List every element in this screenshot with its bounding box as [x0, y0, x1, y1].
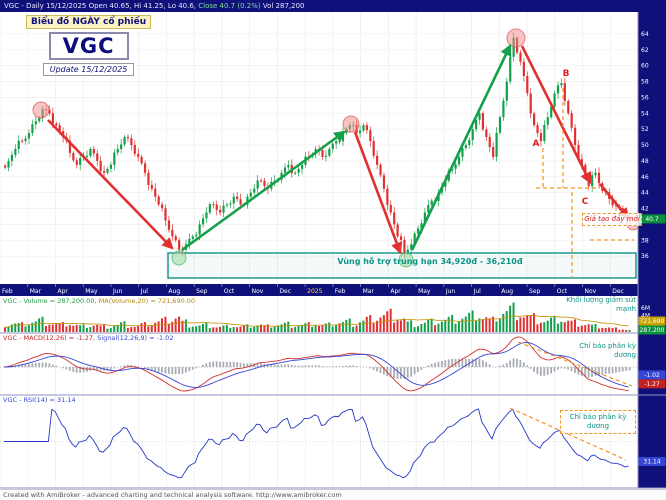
svg-text:Jul: Jul	[140, 288, 149, 295]
svg-text:Sep: Sep	[529, 288, 541, 295]
volume-ma-text: MA(Volume,20) = 721,690.00	[96, 297, 196, 305]
rsi-pane-title: VGC - RSI(14) = 31.14	[3, 396, 76, 404]
svg-text:56: 56	[641, 94, 649, 101]
svg-text:Dec: Dec	[612, 288, 624, 295]
svg-text:Jun: Jun	[445, 288, 456, 295]
svg-text:Dec: Dec	[279, 288, 291, 295]
titlebar-volume-text: Vol 287,200	[260, 2, 305, 10]
svg-text:52: 52	[641, 126, 649, 133]
svg-text:Feb: Feb	[2, 288, 13, 295]
svg-text:58: 58	[641, 79, 649, 86]
svg-text:-1.27: -1.27	[644, 381, 660, 388]
ticker-label: VGC	[48, 32, 129, 60]
titlebar-quote-text: VGC - Daily 15/12/2025 Open 40.65, Hi 41…	[4, 2, 199, 10]
svg-text:Jul: Jul	[473, 288, 482, 295]
svg-text:36: 36	[641, 253, 649, 260]
footer-credit: Created with AmiBroker - advanced charti…	[0, 489, 666, 500]
svg-text:2025: 2025	[307, 288, 322, 295]
footer-text: Created with AmiBroker - advanced charti…	[3, 491, 342, 499]
svg-text:Oct: Oct	[224, 288, 235, 295]
svg-text:Aug: Aug	[168, 288, 180, 295]
svg-text:54: 54	[641, 110, 649, 117]
svg-text:B: B	[563, 69, 570, 79]
svg-text:Aug: Aug	[501, 288, 513, 295]
svg-text:64: 64	[641, 31, 649, 38]
macd-pane-title: VGC - MACD(12,26) = -1.27, Signal(12,26,…	[3, 334, 173, 342]
volume-value-text: VGC - Volume = 287,200.00,	[3, 297, 97, 305]
svg-text:44: 44	[641, 190, 649, 197]
svg-text:721,690: 721,690	[640, 318, 665, 325]
support-zone-label: Vùng hỗ trợ trung hạn 34,920đ - 36,210đ	[337, 257, 523, 266]
chart-canvas[interactable]: A B C Feb Mar Apr May Jun Jul Aug Sep Oct Nov Dec 2025…	[0, 12, 666, 489]
svg-text:31.14: 31.14	[643, 459, 660, 466]
svg-text:Mar: Mar	[30, 288, 42, 295]
chart-headline: Biểu đồ NGÀY cổ phiếu	[26, 15, 152, 29]
svg-text:May: May	[418, 288, 431, 295]
svg-text:287,200: 287,200	[640, 327, 665, 334]
rsi-value-text: VGC - RSI(14) = 31.14	[3, 396, 76, 404]
svg-text:-1.02: -1.02	[644, 372, 660, 379]
macd-divergence-note: Chỉ báo phân kỳ dương	[579, 342, 636, 359]
svg-text:Feb: Feb	[335, 288, 346, 295]
svg-text:A: A	[533, 139, 540, 149]
svg-text:Nov: Nov	[585, 288, 597, 295]
rsi-divergence-note: Chỉ báo phân kỳ dương	[560, 410, 636, 434]
svg-text:42: 42	[641, 206, 649, 213]
svg-text:Sep: Sep	[196, 288, 208, 295]
titlebar-close-value: Close 40.7 (0.2%)	[198, 2, 261, 10]
macd-value-text: VGC - MACD(12,26) = -1.27,	[3, 334, 96, 342]
update-date-label: Update 15/12/2025	[42, 63, 135, 76]
svg-text:6M: 6M	[641, 305, 650, 312]
svg-text:May: May	[85, 288, 98, 295]
svg-text:Nov: Nov	[252, 288, 264, 295]
macd-signal-text: Signal(12,26,9) = -1.02	[95, 334, 174, 342]
svg-text:50: 50	[641, 142, 649, 149]
svg-text:4M: 4M	[641, 313, 650, 320]
svg-text:Apr: Apr	[57, 288, 68, 295]
svg-text:Oct: Oct	[557, 288, 568, 295]
svg-text:62: 62	[641, 47, 649, 54]
svg-text:38: 38	[641, 237, 649, 244]
window-titlebar[interactable]: VGC - Daily 15/12/2025 Open 40.65, Hi 41…	[0, 0, 666, 12]
svg-text:Apr: Apr	[390, 288, 401, 295]
svg-text:60: 60	[641, 63, 649, 70]
svg-text:Mar: Mar	[363, 288, 375, 295]
chart-label-block: Biểu đồ NGÀY cổ phiếu VGC Update 15/12/2…	[26, 15, 152, 76]
svg-text:C: C	[582, 197, 589, 207]
svg-text:Jun: Jun	[112, 288, 123, 295]
svg-text:46: 46	[641, 174, 649, 181]
volume-pane-title: VGC - Volume = 287,200.00, MA(Volume,20)…	[3, 297, 195, 305]
svg-text:48: 48	[641, 158, 649, 165]
svg-text:40.7: 40.7	[645, 216, 659, 223]
volume-note: Khối lượng giảm sút mạnh	[566, 296, 636, 313]
new-low-annotation: Giá tạo đáy mới	[582, 213, 642, 226]
